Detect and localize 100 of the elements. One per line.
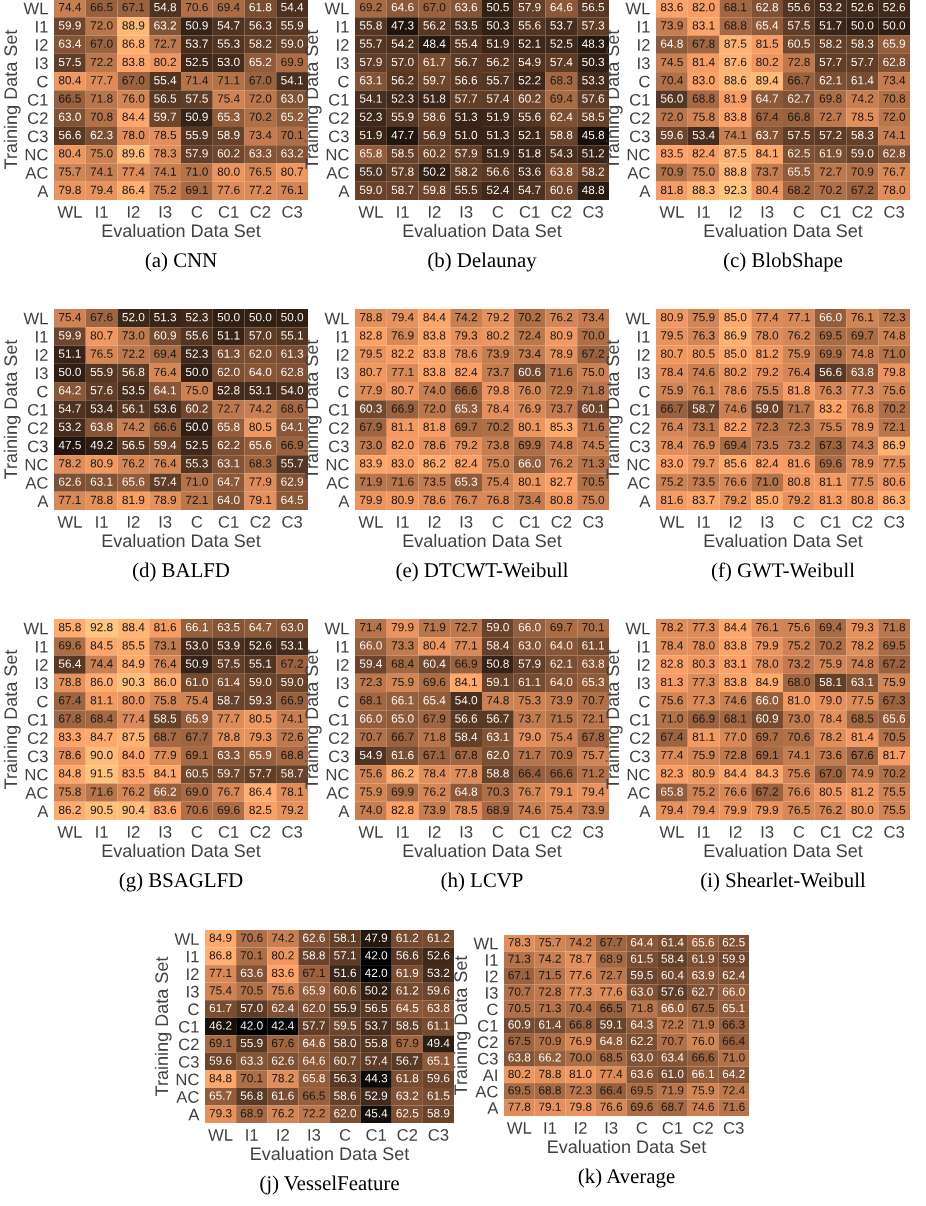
data-label: 55.9 bbox=[391, 112, 414, 121]
data-label: 53.7 bbox=[550, 21, 573, 30]
data-label: 50.0 bbox=[58, 367, 81, 377]
x-tick-label: WL bbox=[659, 206, 684, 218]
data-label: 69.4 bbox=[819, 622, 842, 632]
x-tick-label: C1 bbox=[519, 206, 540, 218]
data-label: 77.3 bbox=[692, 622, 715, 632]
data-label: 58.9 bbox=[427, 1109, 450, 1118]
data-label: 61.1 bbox=[518, 677, 541, 687]
data-label: 52.1 bbox=[518, 130, 541, 140]
data-label: 80.9 bbox=[660, 312, 683, 322]
data-label: 66.5 bbox=[303, 1091, 325, 1100]
y-axis-title: Training Data Set bbox=[605, 29, 623, 169]
data-label: 67.2 bbox=[281, 659, 304, 668]
data-label: 75.6 bbox=[787, 769, 810, 778]
data-label: 69.6 bbox=[630, 1102, 653, 1111]
data-label: 68.8 bbox=[724, 21, 747, 30]
data-label: 71.9 bbox=[359, 477, 382, 486]
data-label: 72.3 bbox=[883, 312, 906, 322]
data-label: 61.0 bbox=[661, 1069, 684, 1079]
data-label: 60.9 bbox=[154, 331, 177, 340]
data-label: 52.6 bbox=[427, 951, 450, 960]
data-label: 62.0 bbox=[334, 1109, 357, 1118]
data-label: 57.2 bbox=[819, 130, 842, 140]
data-label: 73.6 bbox=[819, 750, 842, 760]
data-label: 74.8 bbox=[486, 696, 509, 705]
data-label: 81.9 bbox=[724, 94, 747, 103]
y-tick-label: C2 bbox=[178, 1038, 199, 1051]
data-label: 61.2 bbox=[396, 986, 419, 995]
data-label: 75.8 bbox=[58, 787, 81, 796]
data-label: 58.5 bbox=[396, 1021, 419, 1030]
data-label: 63.3 bbox=[249, 149, 272, 158]
data-label: 52.5 bbox=[185, 57, 208, 67]
x-tick-label: C1 bbox=[820, 826, 841, 838]
data-label: 65.2 bbox=[281, 112, 304, 121]
data-label: 89.4 bbox=[756, 76, 779, 85]
data-label: 72.4 bbox=[518, 331, 541, 340]
data-label: 71.0 bbox=[756, 477, 779, 486]
data-label: 80.2 bbox=[271, 951, 294, 960]
data-label: 71.1 bbox=[217, 76, 240, 85]
data-label: 59.1 bbox=[600, 1020, 623, 1029]
x-tick-label: I1 bbox=[96, 826, 108, 838]
data-label: 62.8 bbox=[281, 367, 304, 377]
data-label: 67.6 bbox=[851, 750, 874, 760]
data-label: 70.6 bbox=[185, 805, 208, 815]
data-label: 65.7 bbox=[209, 1091, 232, 1100]
data-label: 59.6 bbox=[209, 1056, 232, 1065]
x-tick-label: I1 bbox=[544, 1122, 557, 1134]
data-label: 61.1 bbox=[582, 641, 605, 650]
data-label: 42.0 bbox=[240, 1021, 263, 1030]
data-label: 81.1 bbox=[692, 732, 715, 741]
data-label: 63.7 bbox=[756, 130, 779, 140]
data-label: 86.4 bbox=[249, 787, 272, 796]
data-label: 67.4 bbox=[58, 696, 82, 705]
data-label: 74.1 bbox=[883, 130, 906, 140]
data-label: 66.4 bbox=[518, 769, 541, 778]
x-tick-label: I3 bbox=[605, 1122, 618, 1134]
x-tick-label: C2 bbox=[250, 826, 271, 838]
data-label: 76.6 bbox=[724, 477, 747, 486]
data-label: 57.9 bbox=[185, 149, 208, 158]
data-label: 73.4 bbox=[582, 312, 605, 322]
data-label: 82.8 bbox=[391, 805, 414, 815]
y-axis-title: Training Data Set bbox=[304, 649, 322, 789]
data-label: 69.9 bbox=[281, 57, 304, 67]
data-label: 55.8 bbox=[365, 1038, 388, 1048]
data-label: 58.6 bbox=[423, 112, 446, 121]
data-label: 55.6 bbox=[787, 2, 810, 12]
data-label: 66.5 bbox=[58, 94, 81, 103]
data-label: 81.3 bbox=[819, 495, 842, 505]
data-label: 57.4 bbox=[365, 1056, 388, 1065]
y-tick-label: AC bbox=[627, 476, 650, 489]
data-label: 69.4 bbox=[550, 94, 573, 103]
y-tick-label: I1 bbox=[638, 20, 650, 33]
data-label: 79.0 bbox=[819, 696, 842, 705]
data-label: 64.6 bbox=[550, 2, 573, 12]
data-label: 57.9 bbox=[518, 2, 541, 12]
data-label: 50.9 bbox=[185, 112, 208, 121]
text: (f) GWT-Weibull bbox=[711, 562, 855, 582]
y-tick-label: A bbox=[37, 805, 49, 817]
x-tick-label: I1 bbox=[397, 826, 409, 838]
data-label: 77.9 bbox=[249, 477, 272, 486]
data-label: 86.3 bbox=[883, 495, 906, 505]
data-label: 75.0 bbox=[90, 149, 113, 158]
data-label: 60.2 bbox=[217, 149, 240, 158]
data-label: 77.6 bbox=[600, 987, 623, 996]
x-axis-title: Evaluation Data Set bbox=[704, 223, 863, 238]
data-label: 80.7 bbox=[359, 367, 382, 377]
x-tick-label: WL bbox=[358, 826, 383, 838]
data-label: 60.4 bbox=[661, 970, 684, 980]
data-label: 57.5 bbox=[185, 94, 208, 103]
data-label: 79.4 bbox=[582, 787, 605, 796]
data-label: 69.5 bbox=[508, 1086, 531, 1095]
data-label: 79.2 bbox=[787, 495, 810, 505]
data-label: 82.4 bbox=[692, 149, 715, 158]
y-tick-label: C1 bbox=[178, 1020, 199, 1033]
data-label: 47.5 bbox=[58, 440, 81, 450]
data-label: 53.3 bbox=[582, 76, 605, 85]
y-tick-label: AC bbox=[176, 1091, 199, 1103]
y-tick-label: C1 bbox=[27, 713, 48, 726]
data-label: 62.0 bbox=[486, 750, 509, 760]
